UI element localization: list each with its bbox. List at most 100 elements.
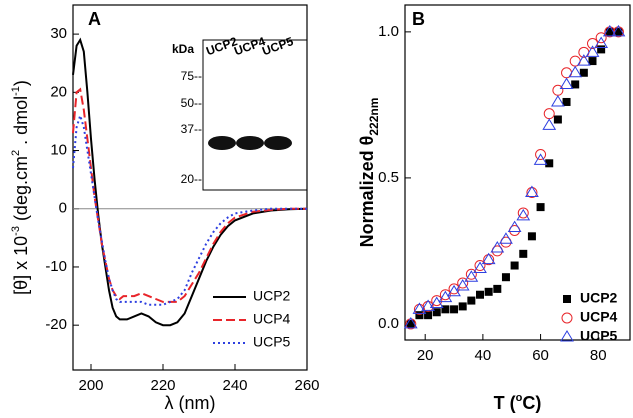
label-part: o: [516, 392, 523, 404]
point: [605, 27, 614, 36]
legend-label: UCP4: [253, 311, 291, 327]
blot-bands: [208, 136, 292, 150]
point: [415, 311, 424, 320]
x-tick-label: 80: [590, 347, 607, 364]
point: [588, 57, 597, 66]
legend-label: UCP4: [580, 309, 618, 325]
point: [403, 316, 418, 329]
label-part: 222nm: [367, 98, 381, 136]
label-part: (deg.cm: [11, 156, 31, 226]
x-tick-label: 200: [78, 377, 103, 394]
x-tick-label: 60: [532, 347, 549, 364]
y-axis-label: [θ] x 10-3 (deg.cm2 . dmol-1): [10, 80, 31, 295]
label-part: T (: [494, 393, 516, 413]
y-tick-label: 0.0: [378, 315, 399, 332]
point: [533, 153, 548, 165]
point: [545, 159, 554, 168]
point: [421, 299, 435, 311]
point: [467, 296, 476, 305]
legend-label: UCP2: [253, 288, 291, 304]
point: [510, 261, 519, 270]
point: [473, 261, 487, 273]
point: [501, 273, 510, 282]
y-tick-label: 0.5: [378, 169, 399, 186]
point: [576, 54, 591, 66]
point: [526, 187, 538, 199]
point: [458, 302, 467, 311]
panel-label: A: [88, 9, 101, 29]
plot-frame: [72, 4, 308, 371]
point: [543, 108, 555, 120]
point: [483, 254, 495, 266]
point: [611, 24, 626, 37]
point: [542, 118, 557, 130]
point: [499, 232, 513, 244]
point: [571, 80, 580, 89]
legend-marker: [561, 312, 573, 324]
y-tick-label: 0: [59, 200, 67, 217]
point: [431, 295, 443, 307]
label-part: 2: [10, 150, 22, 156]
point: [493, 284, 502, 293]
point: [422, 300, 434, 312]
x-tick-label: 240: [222, 377, 247, 394]
point: [553, 115, 562, 124]
point: [464, 270, 479, 282]
point: [559, 77, 574, 89]
point: [525, 185, 539, 198]
point: [507, 220, 522, 233]
x-tick-label: 40: [475, 347, 492, 364]
legend-label: UCP2: [580, 290, 618, 306]
panel-label: B: [412, 9, 425, 29]
point: [405, 318, 417, 330]
legend-label: UCP5: [580, 328, 618, 344]
point: [594, 36, 609, 49]
marker-label: 75--: [181, 69, 202, 83]
y-tick-label: 30: [50, 25, 67, 42]
point: [432, 308, 441, 317]
point: [450, 305, 459, 314]
point: [406, 319, 415, 328]
point: [568, 65, 583, 78]
point: [516, 208, 531, 221]
x-axis-label: T (oC): [494, 392, 542, 413]
label-part: -1: [10, 86, 22, 96]
y-tick-label: 20: [50, 83, 67, 100]
point: [455, 278, 470, 291]
point: [481, 252, 496, 265]
point: [536, 203, 545, 212]
legend-marker: [560, 330, 574, 342]
point: [465, 268, 477, 280]
point: [517, 207, 529, 219]
y-tick-label: -20: [45, 316, 67, 333]
point: [457, 277, 469, 289]
series-line: [72, 112, 307, 306]
point: [614, 27, 623, 36]
inset-unit: kDa: [172, 42, 194, 56]
label-part: λ (nm): [165, 393, 216, 413]
point: [585, 45, 600, 57]
label-part: . dmol: [11, 96, 31, 150]
point: [602, 24, 617, 37]
label-part: ): [11, 80, 31, 86]
point: [527, 232, 536, 241]
point: [551, 94, 565, 107]
point: [579, 68, 588, 77]
y-tick-label: -10: [45, 258, 67, 275]
point: [484, 287, 493, 296]
point: [448, 283, 460, 295]
y-tick-label: 10: [50, 142, 67, 159]
point: [597, 45, 606, 54]
plot-frame: [404, 4, 631, 341]
point: [595, 32, 607, 44]
label-part: -3: [10, 226, 22, 236]
point: [535, 149, 547, 161]
x-tick-label: 260: [294, 377, 319, 394]
legend-marker: [563, 295, 571, 303]
point: [562, 97, 571, 106]
marker-label: 20--: [181, 172, 202, 186]
y-tick-label: 1.0: [378, 23, 399, 40]
y-axis-label: Normalized θ222nm: [357, 98, 381, 248]
marker-label: 37--: [181, 122, 202, 136]
